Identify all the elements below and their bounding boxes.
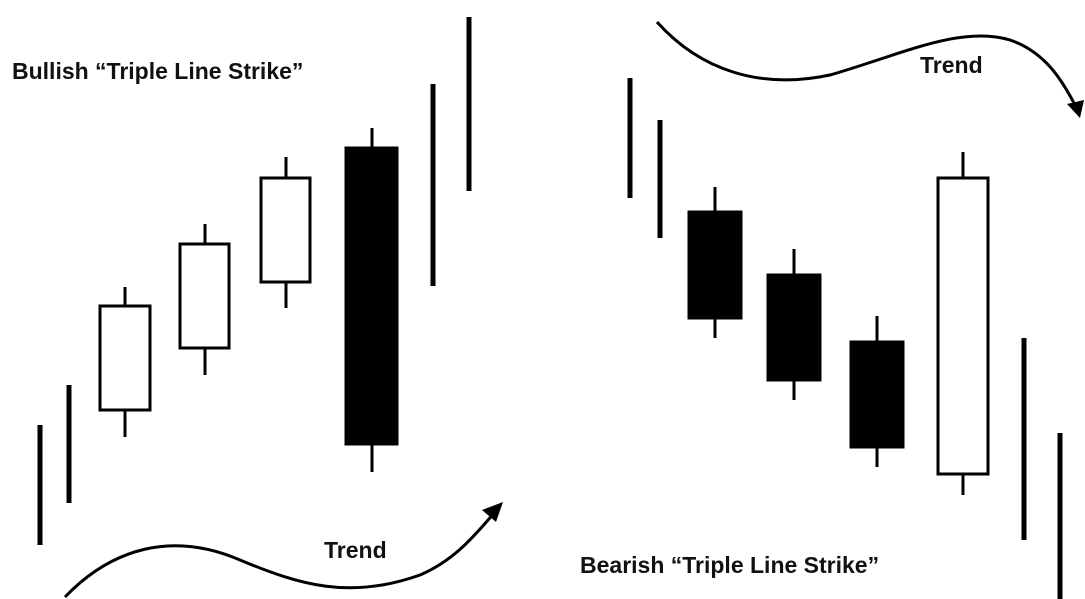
black-candle [687, 210, 743, 320]
bullish-pattern: Bullish “Triple Line Strike” Trend [12, 17, 503, 599]
arrow-head [1067, 100, 1084, 118]
white-candle [936, 176, 990, 476]
white-candle [178, 242, 231, 350]
trend-curve [655, 20, 1077, 106]
pattern-title: Bearish “Triple Line Strike” [580, 552, 879, 578]
black-candle [344, 146, 399, 446]
arrow-head [482, 502, 503, 522]
trend-label: Trend [920, 52, 983, 78]
pattern-title: Bullish “Triple Line Strike” [12, 58, 303, 84]
trend-curve [63, 511, 497, 599]
black-candle [766, 273, 822, 382]
white-candle [259, 176, 312, 284]
bearish-pattern: Trend Bearish “Triple Line Strike” [580, 20, 1084, 599]
white-candle [98, 304, 152, 412]
black-candle [849, 340, 905, 449]
trend-label: Trend [324, 537, 387, 563]
